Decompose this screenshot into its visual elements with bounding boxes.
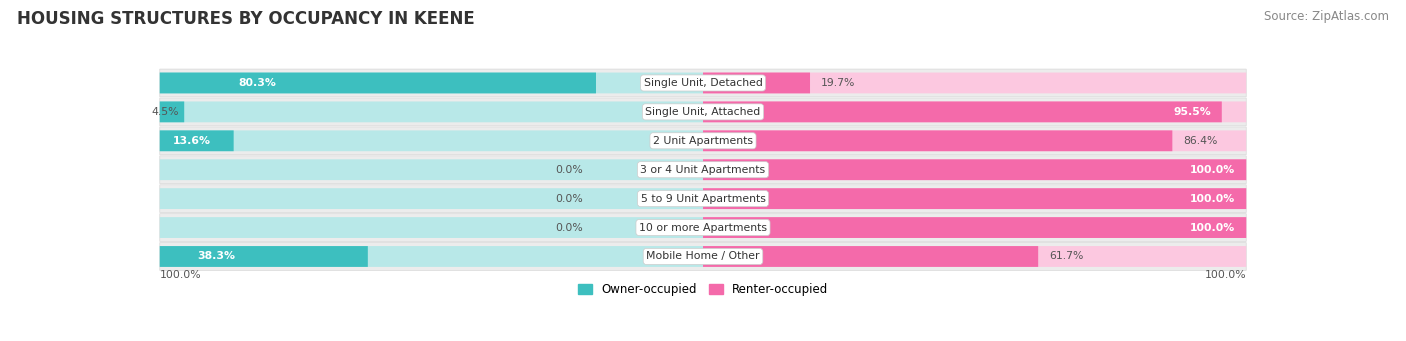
Text: 0.0%: 0.0% — [555, 223, 583, 233]
FancyBboxPatch shape — [160, 102, 703, 122]
FancyBboxPatch shape — [160, 185, 1246, 212]
FancyBboxPatch shape — [160, 242, 1246, 270]
Text: 100.0%: 100.0% — [1189, 194, 1236, 204]
FancyBboxPatch shape — [160, 130, 703, 151]
FancyBboxPatch shape — [703, 130, 1173, 151]
Text: 80.3%: 80.3% — [238, 78, 276, 88]
FancyBboxPatch shape — [703, 159, 1246, 180]
FancyBboxPatch shape — [703, 73, 810, 93]
FancyBboxPatch shape — [703, 130, 1246, 151]
FancyBboxPatch shape — [703, 246, 1038, 267]
Text: HOUSING STRUCTURES BY OCCUPANCY IN KEENE: HOUSING STRUCTURES BY OCCUPANCY IN KEENE — [17, 10, 475, 28]
FancyBboxPatch shape — [160, 156, 1246, 183]
Text: 13.6%: 13.6% — [173, 136, 211, 146]
FancyBboxPatch shape — [703, 217, 1246, 238]
Legend: Owner-occupied, Renter-occupied: Owner-occupied, Renter-occupied — [572, 279, 834, 301]
FancyBboxPatch shape — [703, 188, 1246, 209]
Text: 38.3%: 38.3% — [197, 251, 235, 262]
FancyBboxPatch shape — [160, 188, 703, 209]
FancyBboxPatch shape — [160, 130, 233, 151]
FancyBboxPatch shape — [160, 214, 1246, 241]
FancyBboxPatch shape — [160, 73, 703, 93]
Text: 100.0%: 100.0% — [1205, 270, 1246, 280]
Text: Single Unit, Detached: Single Unit, Detached — [644, 78, 762, 88]
FancyBboxPatch shape — [160, 69, 1246, 97]
Text: 100.0%: 100.0% — [1189, 165, 1236, 175]
Text: 10 or more Apartments: 10 or more Apartments — [638, 223, 768, 233]
FancyBboxPatch shape — [160, 73, 596, 93]
Text: 61.7%: 61.7% — [1049, 251, 1084, 262]
FancyBboxPatch shape — [160, 159, 703, 180]
FancyBboxPatch shape — [160, 246, 703, 267]
Text: 3 or 4 Unit Apartments: 3 or 4 Unit Apartments — [641, 165, 765, 175]
FancyBboxPatch shape — [703, 102, 1246, 122]
Text: 100.0%: 100.0% — [160, 270, 201, 280]
Text: 2 Unit Apartments: 2 Unit Apartments — [652, 136, 754, 146]
FancyBboxPatch shape — [703, 73, 1246, 93]
Text: Single Unit, Attached: Single Unit, Attached — [645, 107, 761, 117]
FancyBboxPatch shape — [703, 188, 1246, 209]
Text: 0.0%: 0.0% — [555, 194, 583, 204]
FancyBboxPatch shape — [160, 127, 1246, 155]
Text: 95.5%: 95.5% — [1173, 107, 1211, 117]
Text: 100.0%: 100.0% — [1189, 223, 1236, 233]
Text: 19.7%: 19.7% — [821, 78, 855, 88]
FancyBboxPatch shape — [703, 246, 1246, 267]
Text: 4.5%: 4.5% — [152, 107, 179, 117]
Text: 0.0%: 0.0% — [555, 165, 583, 175]
Text: Source: ZipAtlas.com: Source: ZipAtlas.com — [1264, 10, 1389, 23]
Text: Mobile Home / Other: Mobile Home / Other — [647, 251, 759, 262]
FancyBboxPatch shape — [160, 246, 368, 267]
FancyBboxPatch shape — [703, 102, 1222, 122]
FancyBboxPatch shape — [160, 102, 184, 122]
FancyBboxPatch shape — [160, 98, 1246, 126]
FancyBboxPatch shape — [703, 217, 1246, 238]
Text: 5 to 9 Unit Apartments: 5 to 9 Unit Apartments — [641, 194, 765, 204]
FancyBboxPatch shape — [160, 217, 703, 238]
FancyBboxPatch shape — [703, 159, 1246, 180]
Text: 86.4%: 86.4% — [1184, 136, 1218, 146]
